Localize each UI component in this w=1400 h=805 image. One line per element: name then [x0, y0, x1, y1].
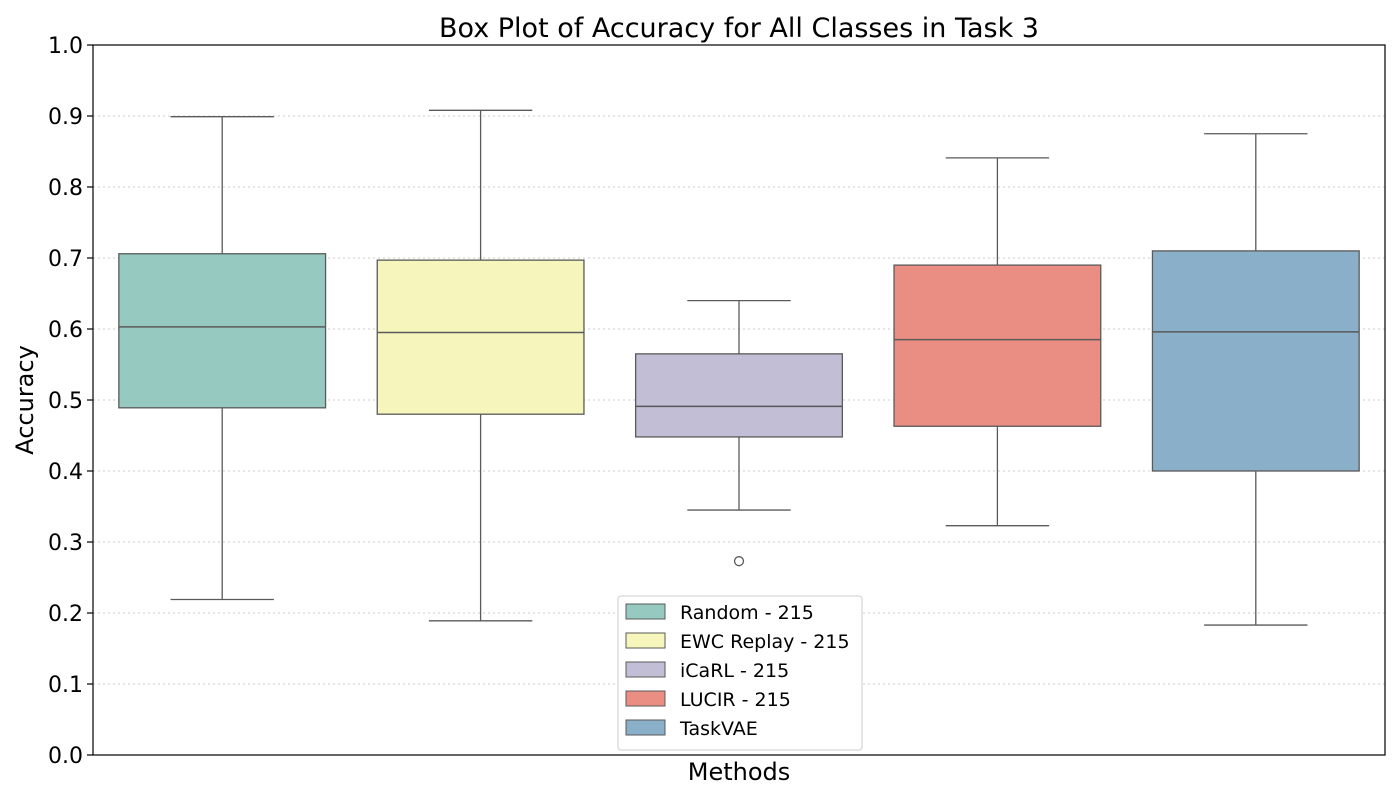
y-tick-label: 0.8: [48, 176, 83, 201]
y-tick-label: 0.3: [48, 531, 83, 556]
box-group: [118, 116, 327, 601]
iqr-box: [893, 264, 1102, 427]
iqr-box: [1151, 250, 1360, 472]
legend-swatch: [625, 632, 666, 649]
y-tick-label: 0.1: [48, 673, 83, 698]
box-group: [634, 299, 844, 567]
legend-item: EWC Replay - 215: [625, 631, 850, 653]
legend-label: Random - 215: [680, 602, 814, 624]
legend-label: EWC Replay - 215: [680, 631, 850, 653]
box-group: [1151, 133, 1360, 626]
y-tick-label: 0.0: [48, 744, 83, 769]
iqr-box: [634, 353, 844, 438]
y-tick-label: 0.7: [48, 247, 83, 272]
y-tick-label: 1.0: [48, 34, 83, 59]
chart-title: Box Plot of Accuracy for All Classes in …: [439, 13, 1039, 44]
legend-frame: [617, 595, 863, 751]
legend-label: LUCIR - 215: [680, 689, 791, 711]
legend-swatch: [625, 719, 666, 736]
iqr-box: [376, 259, 585, 415]
legend-item: Random - 215: [625, 602, 814, 624]
y-tick-label: 0.9: [48, 105, 83, 130]
legend-label: iCaRL - 215: [680, 660, 789, 682]
legend-item: LUCIR - 215: [625, 689, 791, 711]
box-layer: [118, 109, 1360, 626]
legend: Random - 215 EWC Replay - 215 iCaRL - 215 L…: [617, 595, 863, 751]
y-tick-label: 0.4: [48, 460, 83, 485]
y-tick-label: 0.5: [48, 389, 83, 414]
legend-label: TaskVAE: [679, 718, 758, 740]
y-axis-label: Accuracy: [11, 345, 39, 455]
x-axis-label: Methods: [688, 758, 791, 786]
y-tick-label: 0.2: [48, 602, 83, 627]
legend-swatch: [625, 661, 666, 678]
legend-swatch: [625, 690, 666, 707]
y-tick-layer: 0.0 0.1 0.2 0.3 0.4 0.5 0.6 0.7 0.8 0.9 1.0: [48, 34, 93, 769]
outlier-point: [733, 556, 745, 567]
box-group: [893, 157, 1102, 527]
box-group: [376, 109, 585, 622]
iqr-box: [118, 253, 327, 409]
legend-item: iCaRL - 215: [625, 660, 789, 682]
y-tick-label: 0.6: [48, 318, 83, 343]
legend-item: TaskVAE: [625, 718, 758, 740]
legend-swatch: [625, 603, 666, 620]
